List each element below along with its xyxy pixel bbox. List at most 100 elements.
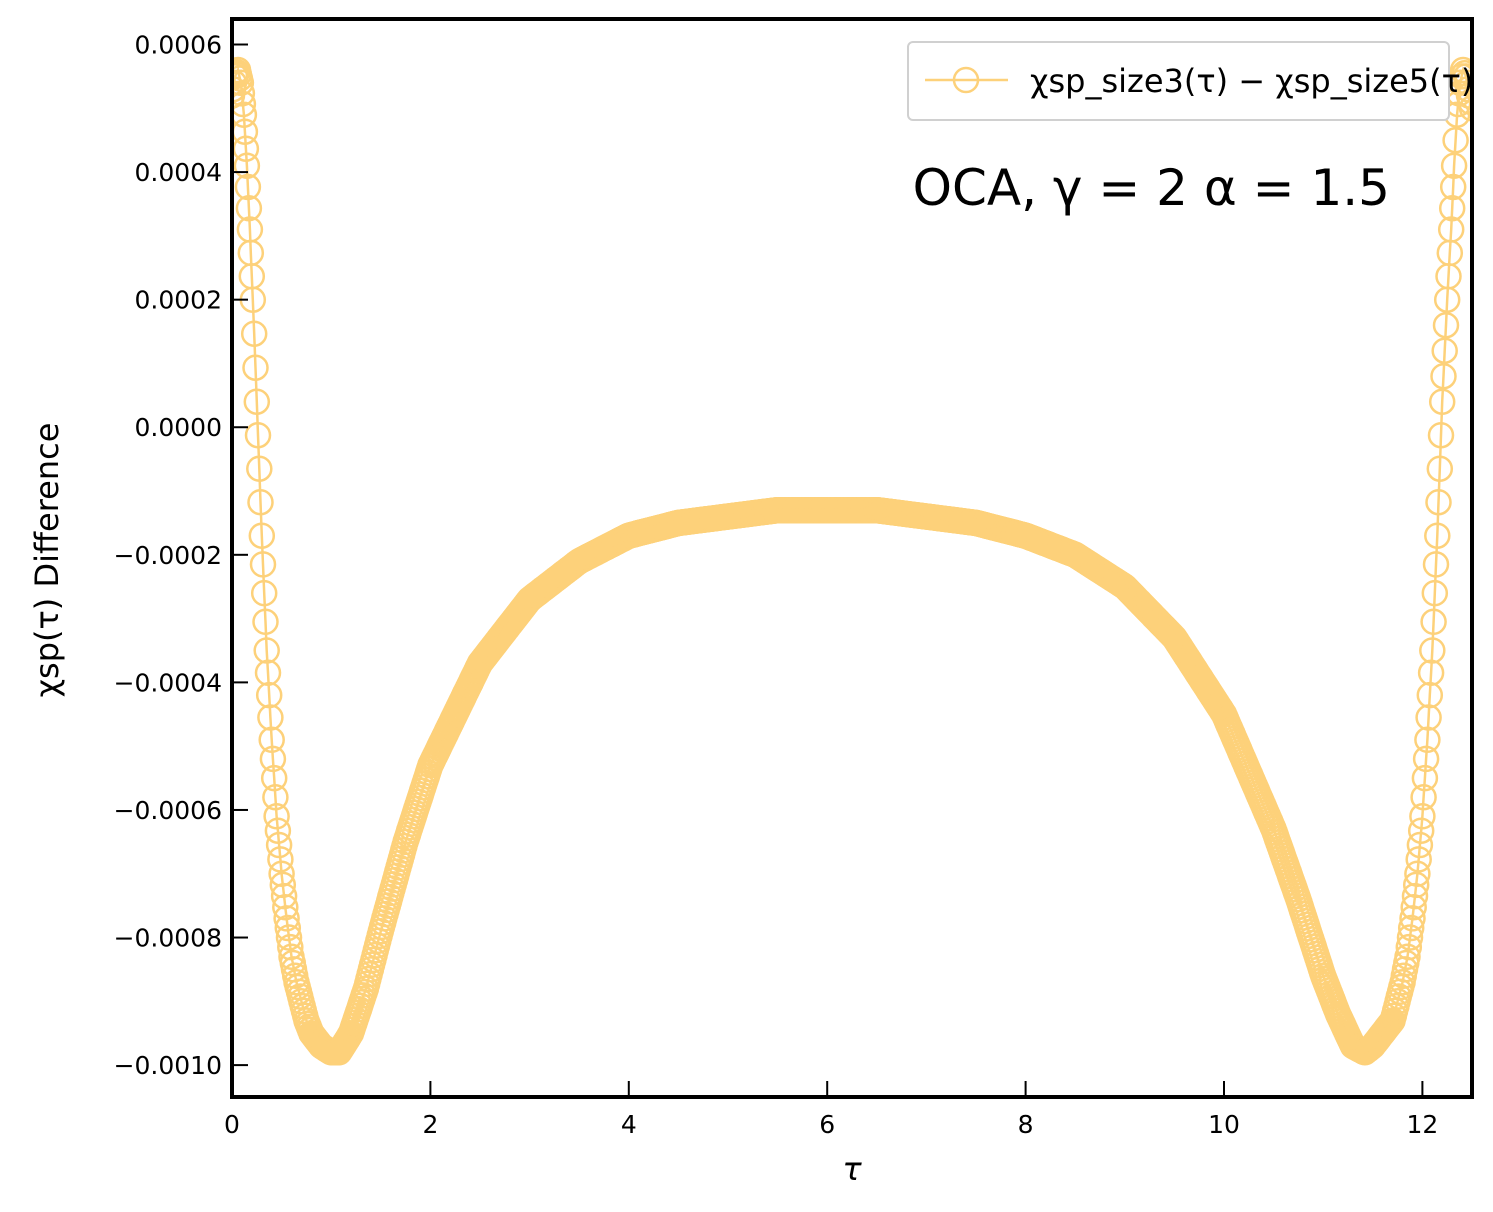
y-tick-label: −0.0004 [114, 668, 222, 697]
data-point [1410, 783, 1437, 811]
data-point [235, 194, 263, 222]
data-point [1399, 905, 1426, 932]
data-point [1453, 69, 1472, 97]
data-point [1420, 608, 1447, 636]
y-axis-label: χsp(τ) Difference [28, 423, 66, 698]
data-point [263, 803, 290, 830]
data-point [1431, 337, 1458, 364]
y-tick-label: −0.0008 [114, 924, 222, 953]
x-tick-label: 10 [1208, 1110, 1240, 1139]
x-tick-label: 12 [1406, 1110, 1438, 1139]
data-point [1438, 194, 1466, 222]
y-tick-label: 0.0002 [135, 286, 222, 315]
data-point [1402, 871, 1430, 899]
data-point [272, 893, 299, 921]
data-point [1424, 522, 1451, 549]
data-point [232, 90, 257, 118]
data-point [1416, 681, 1444, 709]
plot-frame [230, 17, 1474, 1099]
data-point [1430, 362, 1457, 390]
data-point [268, 860, 295, 887]
data-point [262, 783, 289, 811]
data-point [1437, 216, 1465, 243]
data-point [258, 726, 285, 754]
data-point [252, 608, 279, 636]
annotation-text: OCA, γ = 2 α = 1.5 [913, 159, 1390, 217]
data-point [1426, 455, 1454, 482]
data-point [264, 817, 292, 844]
data-point [269, 871, 297, 899]
y-tick-label: −0.0006 [114, 796, 222, 825]
data-point [232, 80, 256, 107]
data-point [255, 681, 283, 709]
x-tick-label: 2 [422, 1110, 438, 1139]
data-point [1439, 173, 1467, 201]
data-point [244, 421, 272, 449]
data-point [1449, 56, 1472, 84]
y-tick-label: 0.0004 [135, 158, 222, 187]
data-point [1415, 704, 1442, 731]
data-point [1394, 943, 1421, 970]
data-point [1427, 421, 1455, 449]
series-layer [232, 56, 1472, 1066]
data-point [1442, 126, 1469, 154]
data-point [250, 579, 278, 607]
data-point [232, 101, 258, 128]
data-point [233, 152, 261, 179]
data-point [240, 320, 268, 347]
data-point [1414, 726, 1441, 754]
data-point [1428, 388, 1456, 415]
x-axis-label: τ [842, 1150, 862, 1188]
data-point [1452, 63, 1472, 90]
data-point [242, 354, 269, 381]
legend: χsp_size3(τ) − χsp_size5(τ) [907, 41, 1473, 121]
y-tick-label: −0.0010 [114, 1051, 222, 1080]
x-tick-label: 8 [1018, 1110, 1034, 1139]
data-point [1432, 311, 1460, 339]
y-tick-label: 0.0006 [135, 31, 222, 60]
data-point [1407, 817, 1435, 844]
data-point [243, 388, 271, 415]
data-point [259, 745, 287, 773]
data-point [275, 924, 303, 951]
data-point [1397, 914, 1425, 942]
data-point [1411, 764, 1439, 792]
data-point [234, 173, 262, 201]
plot-background [232, 19, 1472, 1097]
x-tick-label: 0 [224, 1110, 240, 1139]
data-point [1421, 579, 1449, 607]
data-point [270, 882, 298, 910]
data-point [249, 551, 277, 578]
data-point [247, 488, 274, 516]
data-point [232, 69, 255, 97]
data-point [1454, 75, 1472, 103]
data-point [1419, 637, 1446, 664]
x-tick-label: 4 [621, 1110, 637, 1139]
data-point [265, 831, 293, 859]
legend-entry-label: χsp_size3(τ) − χsp_size5(τ) [1030, 62, 1473, 100]
data-point [267, 846, 294, 873]
data-point [1400, 893, 1427, 921]
data-point [1396, 924, 1424, 951]
data-point [1405, 846, 1432, 873]
legend-marker [952, 66, 980, 94]
data-point [1425, 488, 1452, 516]
data-point [253, 637, 280, 664]
data-point [273, 905, 300, 932]
data-point [248, 522, 276, 549]
x-tick-label: 6 [819, 1110, 835, 1139]
data-point [1422, 551, 1450, 578]
data-point [274, 914, 302, 942]
data-point [1409, 803, 1436, 830]
data-point [1401, 882, 1429, 910]
data-point [1440, 152, 1468, 179]
data-point [1455, 82, 1472, 109]
x-axis-ticks: 0 2 4 6 8 10 12 [224, 1081, 1438, 1139]
legend-box [907, 41, 1450, 121]
data-point [1406, 831, 1434, 859]
data-point [260, 764, 288, 792]
data-point [1417, 659, 1445, 687]
data-point [1458, 95, 1472, 122]
y-tick-label: −0.0002 [114, 541, 222, 570]
